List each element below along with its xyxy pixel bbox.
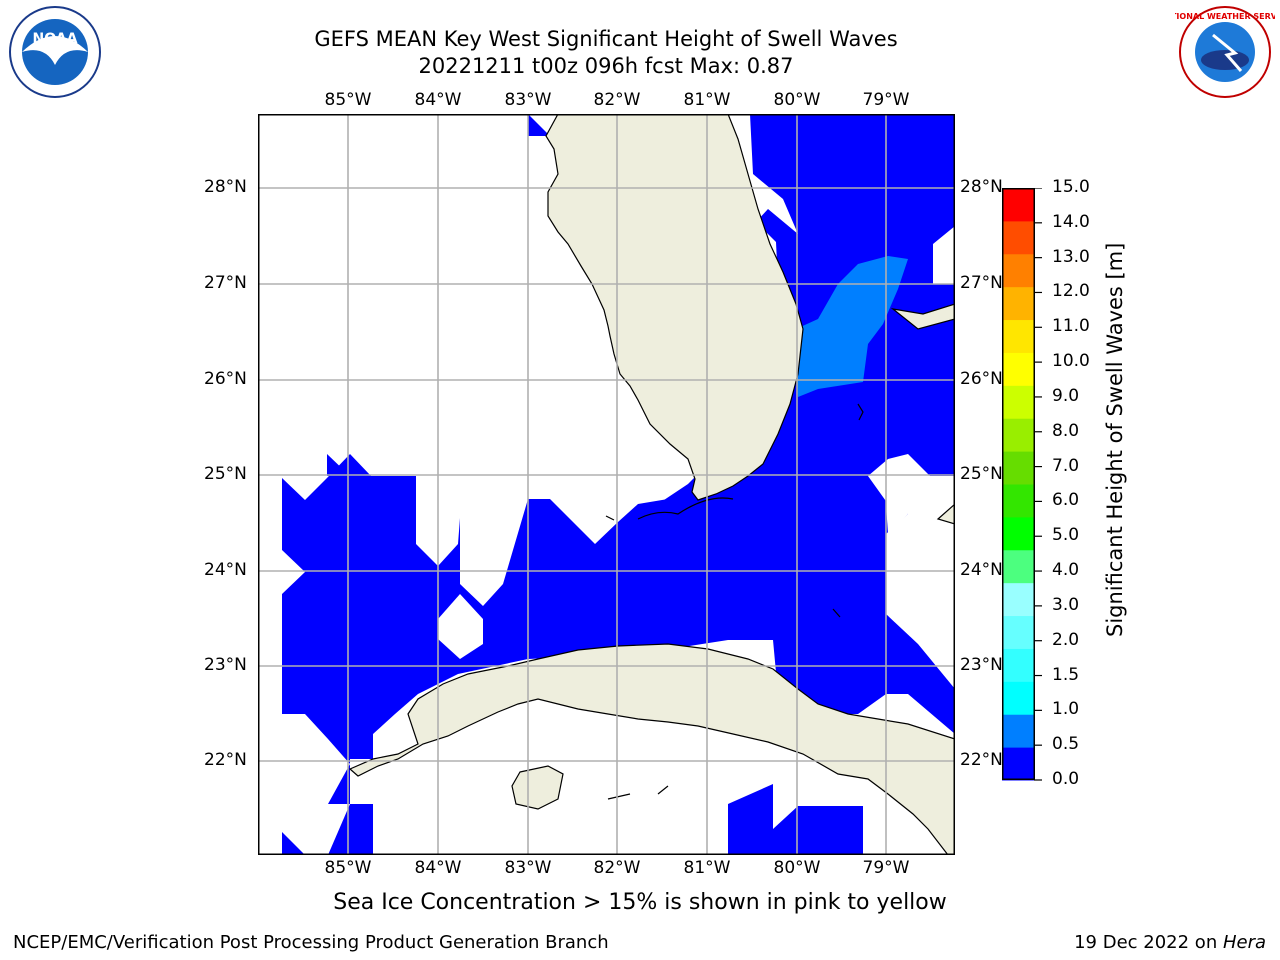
- colorbar-swatch: [1002, 352, 1035, 386]
- swell-field-mid: [796, 256, 908, 397]
- colorbar-tick-label: 1.5: [1052, 664, 1080, 685]
- isla-juventud: [511, 765, 564, 810]
- lat-label-left: 28°N: [204, 177, 247, 197]
- lon-label-top: 83°W: [504, 90, 552, 110]
- lon-label-bottom: 79°W: [862, 858, 910, 878]
- lon-label-top: 84°W: [414, 90, 462, 110]
- map-panel: [258, 114, 955, 855]
- colorbar-tick-label: 2.0: [1052, 629, 1080, 650]
- colorbar-tick-label: 12.0: [1052, 281, 1090, 302]
- colorbar-swatch: [1002, 714, 1035, 748]
- colorbar-tick-label: 5.0: [1052, 525, 1080, 546]
- lon-label-top: 80°W: [773, 90, 821, 110]
- colorbar-swatch: [1002, 220, 1035, 255]
- colorbar-swatch: [1002, 451, 1035, 485]
- lon-label-bottom: 85°W: [324, 858, 372, 878]
- florida-land: [545, 114, 804, 501]
- colorbar-swatch: [1002, 582, 1035, 617]
- colorbar-swatch: [1002, 253, 1035, 288]
- colorbar-tick-label: 11.0: [1052, 316, 1090, 337]
- lat-label-right: 26°N: [960, 369, 1003, 389]
- footer-date-text: 19 Dec 2022 on: [1074, 932, 1223, 953]
- sea-ice-note: Sea Ice Concentration > 15% is shown in …: [333, 890, 947, 915]
- chart-title: GEFS MEAN Key West Significant Height of…: [314, 27, 898, 51]
- colorbar-tick-label: 3.0: [1052, 594, 1080, 615]
- colorbar-swatch: [1002, 549, 1035, 584]
- nws-logo-text: NATIONAL WEATHER SERVICE: [1175, 12, 1275, 21]
- lat-label-left: 25°N: [204, 464, 247, 484]
- colorbar-swatch: [1002, 648, 1035, 682]
- colorbar-tick-label: 8.0: [1052, 420, 1080, 441]
- lat-label-left: 27°N: [204, 273, 247, 293]
- nws-logo: NATIONAL WEATHER SERVICE: [1175, 6, 1275, 98]
- colorbar-tick-label: 14.0: [1052, 211, 1090, 232]
- colorbar: [1002, 188, 1042, 781]
- lat-label-right: 25°N: [960, 464, 1003, 484]
- lon-label-bottom: 83°W: [504, 858, 552, 878]
- colorbar-tick-label: 4.0: [1052, 560, 1080, 581]
- footer-date: 19 Dec 2022 on Hera: [1074, 932, 1266, 953]
- colorbar-swatch: [1002, 681, 1035, 715]
- chart-subtitle: 20221211 t00z 096h fcst Max: 0.87: [418, 54, 794, 78]
- lon-label-bottom: 80°W: [773, 858, 821, 878]
- lon-label-top: 81°W: [683, 90, 731, 110]
- colorbar-swatch: [1002, 319, 1035, 353]
- lat-label-right: 23°N: [960, 655, 1003, 675]
- florida-keys: [605, 403, 864, 618]
- noaa-logo-text: NOAA: [33, 31, 78, 47]
- footer-machine: Hera: [1222, 932, 1266, 953]
- colorbar-tick-label: 1.0: [1052, 699, 1080, 720]
- lat-label-left: 22°N: [204, 750, 247, 770]
- colorbar-tick-label: 0.5: [1052, 734, 1080, 755]
- lon-label-top: 85°W: [324, 90, 372, 110]
- cuba-land: [348, 643, 955, 855]
- colorbar-swatch: [1002, 188, 1035, 222]
- lat-label-right: 22°N: [960, 750, 1003, 770]
- colorbar-title: Significant Height of Swell Waves [m]: [1103, 242, 1127, 637]
- colorbar-swatch: [1002, 516, 1035, 551]
- colorbar-swatch: [1002, 418, 1035, 452]
- lat-label-left: 24°N: [204, 560, 247, 580]
- lon-label-top: 79°W: [862, 90, 910, 110]
- colorbar-tick-label: 9.0: [1052, 385, 1080, 406]
- lat-label-right: 28°N: [960, 177, 1003, 197]
- lon-label-bottom: 82°W: [593, 858, 641, 878]
- colorbar-tick-label: 10.0: [1052, 351, 1090, 372]
- colorbar-tick-label: 0.0: [1052, 769, 1080, 789]
- colorbar-tick-label: 13.0: [1052, 246, 1090, 267]
- colorbar-swatch: [1002, 615, 1035, 649]
- colorbar-swatch: [1002, 286, 1035, 321]
- lat-label-right: 27°N: [960, 273, 1003, 293]
- colorbar-tick-label: 6.0: [1052, 490, 1080, 511]
- colorbar-swatch: [1002, 747, 1035, 781]
- lat-label-left: 26°N: [204, 369, 247, 389]
- lon-label-bottom: 81°W: [683, 858, 731, 878]
- colorbar-tick-label: 15.0: [1052, 177, 1090, 197]
- colorbar-swatch: [1002, 385, 1035, 419]
- lon-label-top: 82°W: [593, 90, 641, 110]
- bahamas-land: [890, 303, 955, 330]
- footer-branch: NCEP/EMC/Verification Post Processing Pr…: [13, 932, 609, 953]
- lon-label-bottom: 84°W: [414, 858, 462, 878]
- colorbar-tick-label: 7.0: [1052, 455, 1080, 476]
- noaa-logo: NOAA: [9, 6, 101, 98]
- lat-label-right: 24°N: [960, 560, 1003, 580]
- lat-label-left: 23°N: [204, 655, 247, 675]
- colorbar-swatch: [1002, 484, 1035, 518]
- map-gridlines: [258, 114, 955, 855]
